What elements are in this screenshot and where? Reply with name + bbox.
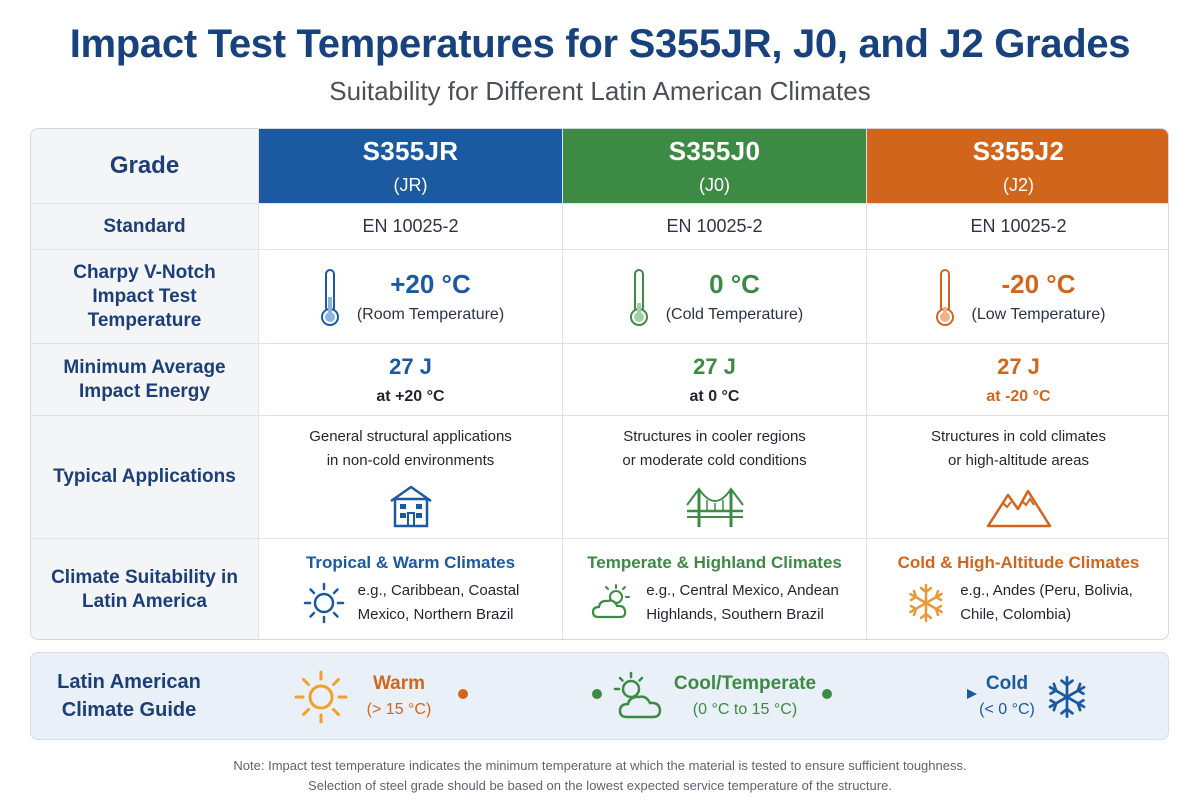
climate-guide-range: (> 15 °C) (366, 701, 432, 718)
impact-temperature-j0: 0 °C (Cold Temperature) (563, 250, 867, 343)
climate-example-line: Mexico, Northern Brazil (357, 606, 514, 623)
grade-code: (J2) (1003, 175, 1034, 195)
applications-j0: Structures in cooler regions or moderate… (563, 416, 867, 538)
climate-guide-cool: Cool/Temperate (0 °C to 15 °C) (659, 653, 831, 739)
snowflake-icon (1048, 676, 1086, 718)
application-text-line: or moderate cold conditions (622, 452, 807, 469)
cloud-sun-icon (592, 584, 631, 619)
climate-title: Tropical & Warm Climates (305, 553, 516, 572)
impact-energy-value: 27 J (997, 353, 1040, 379)
climate-guide-title: Latin American Climate Guide (31, 653, 227, 739)
impact-energy-j2: 27 J at -20 °C (867, 344, 1168, 415)
standard-value: EN 10025-2 (259, 204, 563, 249)
impact-energy-label: Minimum Average Impact Energy (31, 344, 259, 415)
grade-name: S355JR (362, 136, 459, 166)
climate-title: Cold & High-Altitude Climates (897, 553, 1140, 572)
grade-header-j0: S355J0 (J0) (563, 129, 867, 203)
impact-energy-value: 27 J (693, 353, 736, 379)
climate-guide-cold: Cold (< 0 °C) (969, 653, 1045, 739)
thermometer-icon (935, 268, 954, 326)
grade-header-j2: S355J2 (J2) (867, 129, 1168, 203)
climate-guide-panel: Latin American Climate Guide Warm (> 15 … (30, 652, 1169, 740)
climate-example-line: e.g., Andes (Peru, Bolivia, (960, 582, 1133, 599)
footnote-line: Note: Impact test temperature indicates … (233, 758, 967, 773)
cloud-sun-icon (613, 671, 662, 719)
standard-label: Standard (31, 204, 259, 249)
applications-label: Typical Applications (31, 416, 259, 538)
impact-energy-value: 27 J (389, 353, 432, 379)
application-text-line: General structural applications (309, 428, 512, 445)
climate-guide-name: Warm (372, 673, 426, 694)
impact-temperature-note: (Low Temperature) (971, 306, 1106, 323)
grade-name: S355J2 (972, 136, 1065, 166)
bridge-icon (685, 487, 744, 527)
mountain-icon (986, 489, 1051, 528)
climate-j2: Cold & High-Altitude Climates e.g., Ande… (867, 539, 1168, 639)
impact-temperature-row: Charpy V-Notch Impact Test Temperature +… (31, 250, 1168, 344)
application-text-line: in non-cold environments (326, 452, 495, 469)
impact-energy-condition: at -20 °C (986, 387, 1051, 405)
climate-title: Temperate & Highland Climates (587, 553, 842, 572)
climate-guide-name: Cold (985, 673, 1029, 694)
standard-value: EN 10025-2 (970, 216, 1067, 236)
standard-value: EN 10025-2 (563, 204, 867, 249)
standard-row: Standard EN 10025-2 EN 10025-2 EN 10025-… (31, 204, 1168, 250)
header-label: Grade (31, 129, 259, 203)
climate-example-line: e.g., Caribbean, Coastal (357, 582, 520, 599)
cool-to-cold-arrow (822, 689, 977, 699)
impact-temperature-j2: -20 °C (Low Temperature) (867, 250, 1168, 343)
impact-temperature-label: Charpy V-Notch Impact Test Temperature (31, 250, 259, 343)
applications-jr: General structural applications in non-c… (259, 416, 563, 538)
table-header-row: Grade S355JR (JR) S355J0 (J0) S355J2 (J2… (31, 129, 1168, 204)
climate-guide-name: Cool/Temperate (673, 673, 817, 694)
page-subtitle: Suitability for Different Latin American… (329, 76, 871, 106)
building-icon (389, 485, 432, 528)
climate-example-line: e.g., Central Mexico, Andean (646, 582, 839, 599)
impact-temperature-note: (Cold Temperature) (665, 306, 804, 323)
climate-suitability-row: Climate Suitability in Latin America Tro… (31, 539, 1168, 639)
impact-energy-condition: at +20 °C (376, 387, 445, 405)
sun-icon (303, 582, 344, 624)
footnote-line: Selection of steel grade should be based… (308, 778, 892, 793)
climate-guide-warm: Warm (> 15 °C) (353, 653, 445, 739)
climate-example-line: Chile, Colombia) (960, 606, 1072, 623)
impact-temperature-jr: +20 °C (Room Temperature) (259, 250, 563, 343)
impact-energy-condition: at 0 °C (689, 387, 740, 405)
warm-to-cool-arrow (458, 689, 602, 699)
application-text-line: or high-altitude areas (948, 452, 1089, 469)
thermometer-icon (629, 268, 648, 326)
grade-comparison-table: Grade S355JR (JR) S355J0 (J0) S355J2 (J2… (30, 128, 1169, 640)
grade-header-jr: S355JR (JR) (259, 129, 563, 203)
climate-guide-range: (0 °C to 15 °C) (692, 701, 798, 718)
impact-energy-row: Minimum Average Impact Energy 27 J at +2… (31, 344, 1168, 416)
snowflake-icon (909, 583, 944, 623)
grade-code: (JR) (393, 175, 428, 195)
climate-guide-title-line: Climate Guide (61, 699, 197, 721)
climate-suitability-label: Climate Suitability in Latin America (31, 539, 259, 639)
climate-jr: Tropical & Warm Climates e.g., Caribbean… (259, 539, 563, 639)
climate-guide-title-line: Latin American (57, 671, 201, 693)
application-text-line: Structures in cooler regions (623, 428, 806, 445)
impact-energy-j0: 27 J at 0 °C (563, 344, 867, 415)
climate-j0: Temperate & Highland Climates e.g., Cent… (563, 539, 867, 639)
impact-temperature-value: +20 °C (390, 269, 471, 299)
thermometer-icon (320, 268, 339, 326)
applications-j2: Structures in cold climates or high-alti… (867, 416, 1168, 538)
impact-temperature-value: 0 °C (709, 269, 760, 299)
impact-temperature-value: -20 °C (1001, 269, 1076, 299)
climate-example-line: Highlands, Southern Brazil (646, 606, 824, 623)
impact-temperature-note: (Room Temperature) (356, 306, 505, 323)
climate-guide-range: (< 0 °C) (979, 701, 1035, 718)
grade-name: S355J0 (668, 136, 761, 166)
application-text-line: Structures in cold climates (930, 428, 1107, 445)
footnote: Note: Impact test temperature indicates … (0, 756, 1200, 796)
impact-energy-jr: 27 J at +20 °C (259, 344, 563, 415)
sun-icon (294, 670, 348, 724)
page-title: Impact Test Temperatures for S355JR, J0,… (69, 22, 1131, 66)
applications-row: Typical Applications General structural … (31, 416, 1168, 539)
grade-code: (J0) (699, 175, 730, 195)
